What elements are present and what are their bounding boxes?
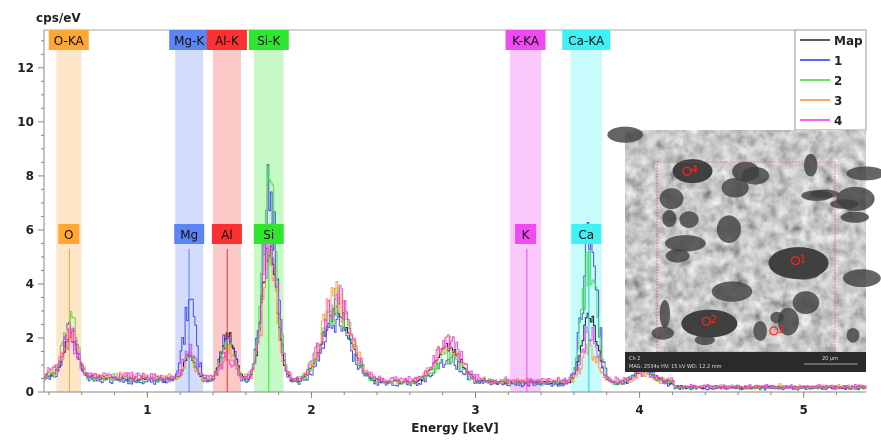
x-tick-label: 2 bbox=[307, 403, 315, 417]
x-tick-label: 3 bbox=[471, 403, 479, 417]
element-peak-box[interactable] bbox=[515, 224, 537, 244]
grain bbox=[607, 126, 644, 143]
spot-marker[interactable] bbox=[701, 316, 711, 326]
legend-label: 4 bbox=[834, 114, 842, 128]
grain bbox=[777, 307, 799, 336]
element-label-box[interactable] bbox=[248, 30, 289, 50]
element-label-si: Si-K bbox=[257, 34, 281, 48]
grain bbox=[846, 328, 860, 343]
legend-label: Map bbox=[834, 34, 863, 48]
element-label-box[interactable] bbox=[505, 30, 546, 50]
y-tick-label: 10 bbox=[17, 115, 34, 129]
grain bbox=[842, 269, 881, 288]
y-tick-label: 8 bbox=[26, 169, 34, 183]
element-peak-label-al: Al bbox=[221, 228, 233, 242]
element-peak-box[interactable] bbox=[211, 224, 242, 244]
legend-label: 1 bbox=[834, 54, 842, 68]
y-tick-label: 6 bbox=[26, 223, 34, 237]
element-label-box[interactable] bbox=[562, 30, 611, 50]
grain bbox=[804, 153, 818, 177]
grain bbox=[801, 190, 833, 201]
grain bbox=[753, 321, 767, 341]
grain bbox=[846, 166, 881, 181]
legend: Map 1 2 3 4 bbox=[794, 29, 867, 131]
x-tick-label: 1 bbox=[143, 403, 151, 417]
sem-channel: Ch 2 bbox=[629, 356, 640, 362]
element-label-k: K-KA bbox=[512, 34, 540, 48]
element-peak-label-ca: Ca bbox=[578, 228, 594, 242]
spectra bbox=[44, 164, 867, 391]
element-label-mg: Mg-K bbox=[174, 34, 205, 48]
element-peak-label-k: K bbox=[522, 228, 531, 242]
grain bbox=[651, 326, 675, 340]
grain bbox=[740, 166, 770, 185]
element-peak-box[interactable] bbox=[571, 224, 602, 244]
sem-image: 4 1 2 3 Ch 2 MAG: 2534x HV: 15 kV WD: 12.2 mm… bbox=[607, 126, 881, 372]
legend-label: 2 bbox=[834, 74, 842, 88]
x-axis-label: Energy [keV] bbox=[411, 421, 498, 435]
grain bbox=[840, 211, 870, 223]
grain bbox=[711, 281, 753, 302]
sem-info-bar bbox=[625, 352, 866, 372]
element-peak-box[interactable] bbox=[174, 224, 205, 244]
x-tick-label: 4 bbox=[635, 403, 643, 417]
y-axis-label: cps/eV bbox=[36, 11, 81, 25]
element-peak-box[interactable] bbox=[58, 224, 80, 244]
element-bands bbox=[56, 30, 602, 392]
element-label-al: Al-K bbox=[215, 34, 240, 48]
spot-label: 4 bbox=[691, 163, 698, 176]
spot-marker[interactable] bbox=[682, 166, 692, 176]
y-tick-label: 12 bbox=[17, 61, 34, 75]
element-label-ca: Ca-KA bbox=[568, 34, 605, 48]
y-tick-label: 0 bbox=[26, 385, 34, 399]
grain bbox=[679, 211, 699, 229]
grain bbox=[659, 188, 684, 210]
band-ca bbox=[570, 30, 602, 392]
scale-bar-label: 20 µm bbox=[822, 356, 838, 362]
grain bbox=[830, 199, 859, 209]
spot-label: 3 bbox=[778, 323, 785, 336]
element-label-box[interactable] bbox=[169, 30, 210, 50]
x-tick-label: 5 bbox=[799, 403, 807, 417]
spot-label: 1 bbox=[800, 253, 807, 266]
sem-info: MAG: 2534x HV: 15 kV WD: 12.2 mm bbox=[629, 364, 722, 370]
band-k bbox=[509, 30, 542, 392]
element-label-box[interactable] bbox=[48, 30, 89, 50]
spot-marker[interactable] bbox=[769, 326, 779, 336]
grain bbox=[721, 177, 749, 198]
element-peak-label-mg: Mg bbox=[180, 228, 198, 242]
spot-label: 2 bbox=[710, 313, 717, 326]
spot-marker[interactable] bbox=[790, 256, 801, 266]
element-label-box[interactable] bbox=[206, 30, 247, 50]
grain bbox=[792, 291, 820, 315]
element-peak-label-o: O bbox=[64, 228, 73, 242]
series-4 bbox=[44, 223, 867, 390]
element-markers: O-KA O Mg-K Mg Al-K Al Si-K Si K-KA K Ca-KA Ca bbox=[48, 30, 611, 392]
legend-label: 3 bbox=[834, 94, 842, 108]
element-peak-label-si: Si bbox=[263, 228, 274, 242]
grain bbox=[664, 235, 706, 252]
grain bbox=[665, 249, 690, 263]
grain bbox=[659, 300, 671, 328]
element-label-o: O-KA bbox=[54, 34, 85, 48]
grain bbox=[662, 210, 677, 228]
grain bbox=[672, 159, 713, 184]
grain bbox=[716, 215, 742, 244]
y-tick-label: 4 bbox=[26, 277, 34, 291]
element-peak-box[interactable] bbox=[253, 224, 284, 244]
y-tick-label: 2 bbox=[26, 331, 34, 345]
